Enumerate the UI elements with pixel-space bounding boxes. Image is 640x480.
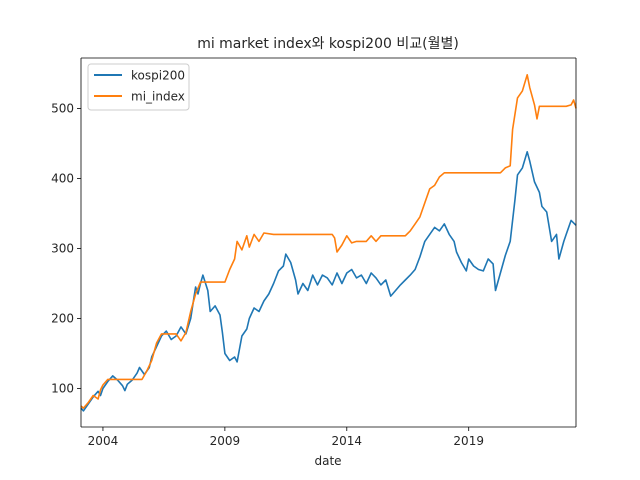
chart-title: mi market index와 kospi200 비교(월별)	[197, 36, 459, 52]
y-tick-label: 300	[51, 241, 74, 255]
x-tick-label: 2014	[332, 434, 363, 448]
x-axis-label: date	[314, 454, 341, 468]
legend-label-mi-index: mi_index	[131, 90, 185, 104]
legend-label-kospi200: kospi200	[131, 69, 185, 83]
series-line-kospi200	[80, 151, 577, 412]
x-tick-label: 2009	[210, 434, 241, 448]
y-tick-label: 200	[51, 311, 74, 325]
x-tick-label: 2004	[88, 434, 119, 448]
series-layer	[80, 74, 577, 412]
y-tick-label: 400	[51, 171, 74, 185]
x-tick-label: 2019	[453, 434, 484, 448]
y-tick-label: 100	[51, 381, 74, 395]
legend: kospi200 mi_index	[87, 63, 190, 111]
plot-area	[81, 58, 576, 427]
y-axis-ticks: 100 200 300 400 500	[51, 101, 81, 395]
series-line-mi-index	[80, 74, 577, 409]
y-tick-label: 500	[51, 101, 74, 115]
x-axis-ticks: 2004 2009 2014 2019	[88, 427, 484, 448]
axes-frame	[80, 57, 577, 428]
